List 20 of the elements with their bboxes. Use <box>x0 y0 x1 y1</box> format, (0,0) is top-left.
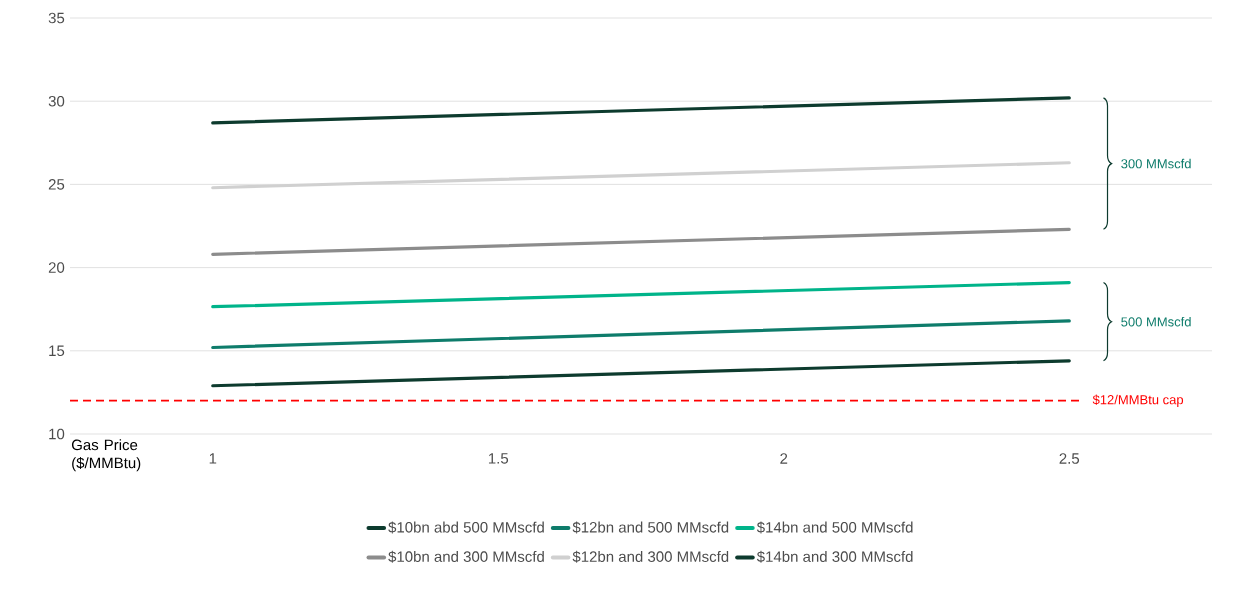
x-tick-label: 1.5 <box>488 453 509 464</box>
legend-label: $12bn and 500 MMscfd <box>572 521 729 534</box>
legend-label: $10bn abd 500 MMscfd <box>388 521 544 534</box>
annotation: 500 MMscfd <box>1121 316 1191 327</box>
ref-line-label: $12/MMBtu cap <box>1092 394 1184 407</box>
x-tick-label: 2 <box>780 453 788 464</box>
y-tick-label: 25 <box>48 179 65 190</box>
annotation: 300 MMscfd <box>1121 158 1191 169</box>
y-tick-label: 10 <box>49 428 65 440</box>
legend-label: $10bn and 300 MMscfd <box>388 550 544 563</box>
x-axis-title: Gas Price ($/MMBtu) <box>71 439 141 472</box>
y-tick-label: 20 <box>48 262 65 273</box>
x-tick-label: 1 <box>209 453 217 464</box>
x-tick-label: 2.5 <box>1059 453 1080 464</box>
legend-label: $12bn and 300 MMscfd <box>572 550 729 563</box>
legend-label: $14bn and 500 MMscfd <box>756 521 913 534</box>
y-tick-label: 30 <box>48 95 65 107</box>
legend-label: $14bn and 300 MMscfd <box>756 550 913 563</box>
y-tick-label: 15 <box>49 345 65 357</box>
y-tick-label: 35 <box>48 12 65 24</box>
